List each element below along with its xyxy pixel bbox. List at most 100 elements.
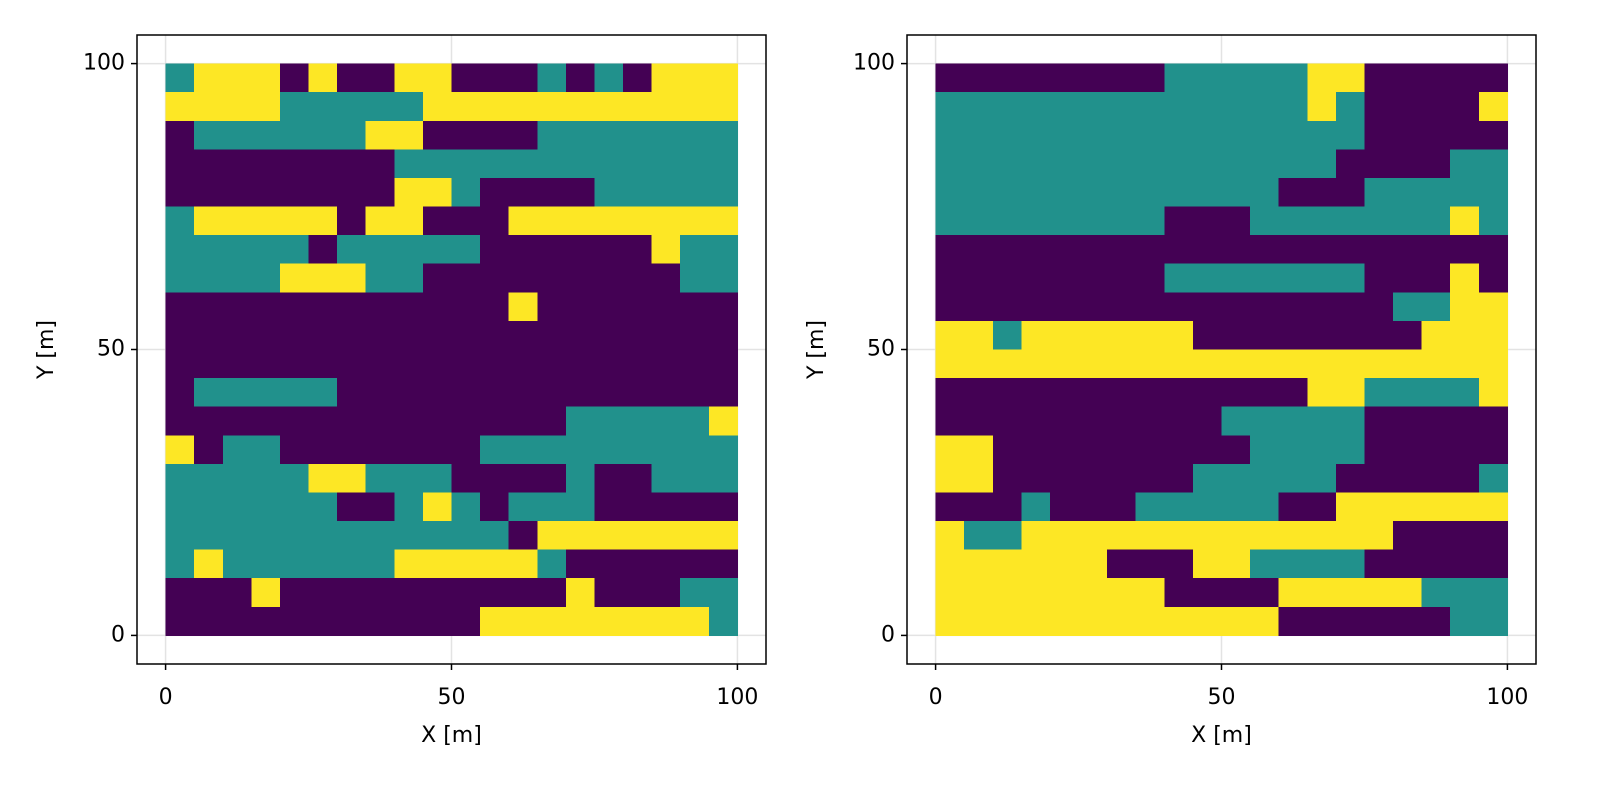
heatmap-cell: [222, 578, 252, 608]
heatmap-cell: [365, 349, 395, 379]
heatmap-cell: [251, 206, 281, 236]
heatmap-cell: [565, 263, 595, 293]
heatmap-cell: [1307, 349, 1337, 379]
x-axis-label: X [m]: [421, 723, 482, 748]
heatmap-cell: [1450, 320, 1480, 350]
heatmap-cell: [708, 63, 738, 93]
heatmap-cell: [1135, 292, 1165, 322]
heatmap-cell: [1307, 63, 1337, 93]
heatmap-cell: [537, 521, 567, 551]
heatmap-cell: [964, 120, 994, 150]
heatmap-cell: [480, 320, 510, 350]
heatmap-cell: [1393, 349, 1423, 379]
heatmap-cell: [480, 578, 510, 608]
heatmap-cell: [194, 492, 224, 522]
heatmap-cell: [1307, 521, 1337, 551]
heatmap-cell: [279, 578, 310, 608]
heatmap-cell: [251, 463, 281, 493]
heatmap-cell: [992, 320, 1022, 350]
heatmap-cell: [365, 320, 395, 350]
heatmap-cell: [1164, 149, 1194, 179]
heatmap-cell: [1192, 606, 1222, 636]
heatmap-cell: [1221, 521, 1251, 551]
heatmap-cell: [1364, 463, 1394, 493]
heatmap-cell: [308, 120, 338, 150]
heatmap-cell: [537, 235, 567, 265]
heatmap-cell: [1450, 149, 1480, 179]
heatmap-cell: [480, 92, 510, 122]
heatmap-cell: [1078, 320, 1108, 350]
heatmap-cell: [1335, 378, 1365, 408]
heatmap-cell: [1307, 549, 1337, 579]
heatmap-cell: [222, 349, 252, 379]
heatmap-cell: [1164, 263, 1194, 293]
heatmap-cell: [1393, 235, 1423, 265]
heatmap-cell: [1049, 578, 1080, 608]
heatmap-cell: [365, 177, 395, 208]
heatmap-cell: [394, 149, 424, 179]
heatmap-cell: [623, 263, 653, 293]
heatmap-cell: [623, 177, 653, 208]
heatmap-cell: [308, 177, 338, 208]
heatmap-cell: [1135, 320, 1165, 350]
heatmap-cell: [1049, 177, 1080, 208]
heatmap-cell: [1307, 120, 1337, 150]
heatmap-cell: [508, 606, 538, 636]
heatmap-cell: [1221, 320, 1251, 350]
heatmap-cell: [651, 92, 681, 122]
heatmap-cell: [365, 378, 395, 408]
heatmap-cell: [1278, 177, 1308, 208]
heatmap-cell: [279, 378, 310, 408]
heatmap-cell: [680, 292, 710, 322]
heatmap-cell: [708, 92, 738, 122]
heatmap-cell: [651, 378, 681, 408]
heatmap-cell: [422, 292, 452, 322]
heatmap-cell: [279, 235, 310, 265]
heatmap-cell: [194, 149, 224, 179]
heatmap-cell: [1278, 349, 1308, 379]
heatmap-cell: [708, 177, 738, 208]
heatmap-cell: [194, 92, 224, 122]
heatmap-cell: [1335, 92, 1365, 122]
heatmap-cell: [537, 263, 567, 293]
heatmap-cell: [1078, 177, 1108, 208]
heatmap-cell: [651, 578, 681, 608]
heatmap-cell: [1164, 92, 1194, 122]
heatmap-cell: [1307, 406, 1337, 436]
heatmap-cell: [394, 235, 424, 265]
heatmap-cell: [279, 492, 310, 522]
heatmap-cell: [565, 235, 595, 265]
heatmap-cell: [451, 492, 481, 522]
heatmap-cell: [422, 263, 452, 293]
heatmap-cell: [1250, 120, 1280, 150]
heatmap-cell: [222, 206, 252, 236]
heatmap-cell: [165, 263, 195, 293]
heatmap-cell: [1164, 406, 1194, 436]
heatmap-cell: [1478, 406, 1508, 436]
heatmap-cell: [308, 435, 338, 465]
heatmap-cell: [1364, 206, 1394, 236]
heatmap-cell: [308, 606, 338, 636]
heatmap-cell: [1135, 349, 1165, 379]
heatmap-cell: [1278, 463, 1308, 493]
heatmap-cell: [992, 463, 1022, 493]
heatmap-cell: [1278, 492, 1308, 522]
heatmap-cell: [1135, 406, 1165, 436]
heatmap-cell: [222, 521, 252, 551]
heatmap-cell: [651, 521, 681, 551]
heatmap-cell: [594, 63, 624, 93]
heatmap-cell: [279, 435, 310, 465]
heatmap-cell: [1250, 492, 1280, 522]
heatmap-cell: [194, 206, 224, 236]
heatmap-cell: [680, 406, 710, 436]
heatmap-cell: [537, 177, 567, 208]
heatmap-cell: [1135, 492, 1165, 522]
heatmap-cell: [964, 263, 994, 293]
heatmap-cell: [1164, 177, 1194, 208]
heatmap-cell: [623, 549, 653, 579]
heatmap-cell: [1221, 406, 1251, 436]
heatmap-cell: [708, 606, 738, 636]
heatmap-cell: [623, 521, 653, 551]
heatmap-cell: [964, 492, 994, 522]
heatmap-cell: [708, 320, 738, 350]
